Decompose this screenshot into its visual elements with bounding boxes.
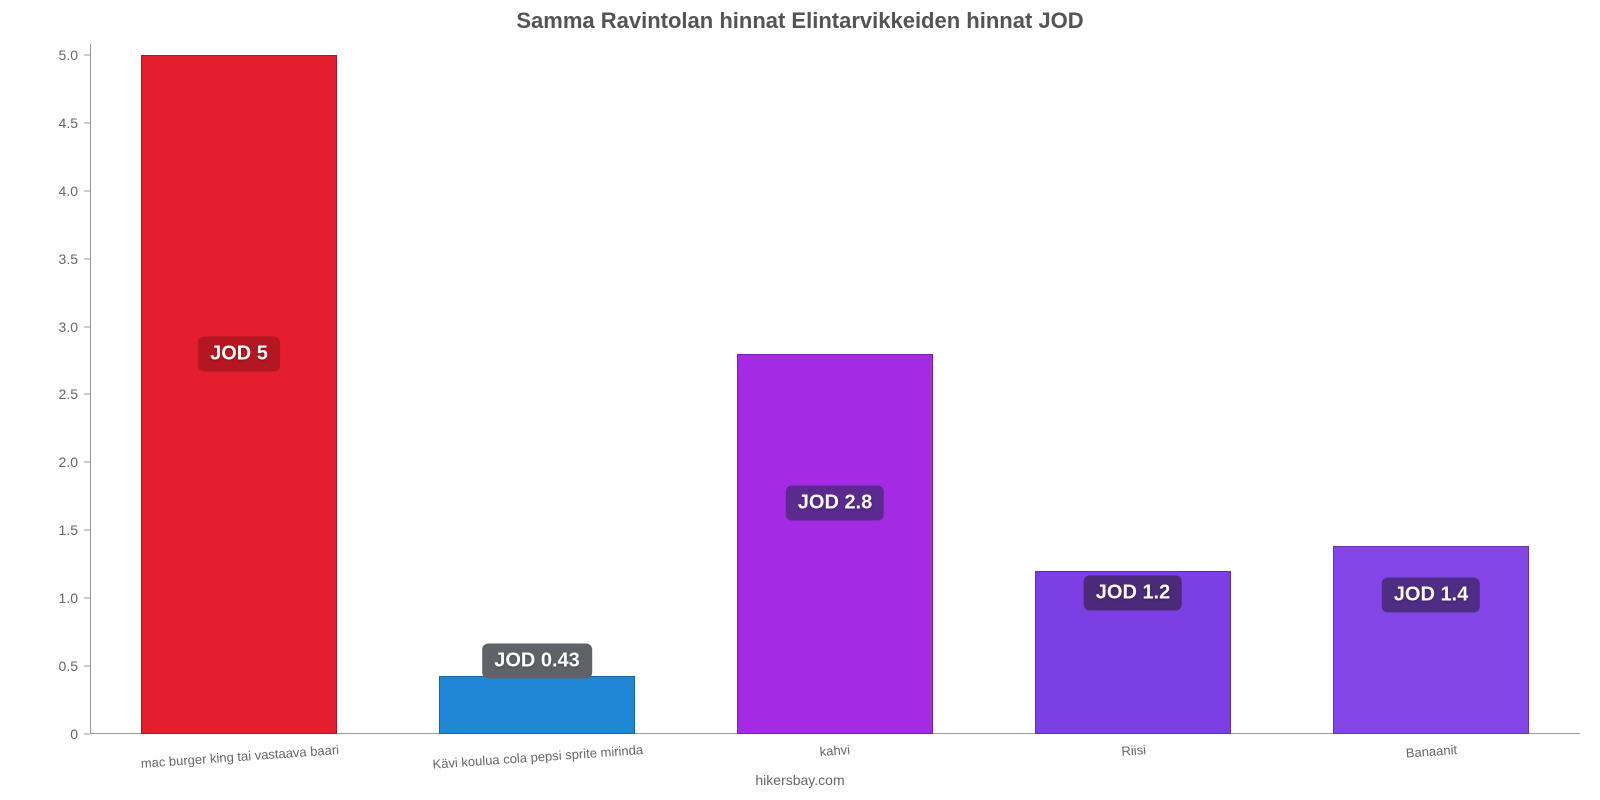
ytick-mark [84,54,90,55]
ytick-label: 1.0 [18,590,78,606]
ytick-mark [84,598,90,599]
ytick-mark [84,122,90,123]
bar [1333,546,1530,734]
ytick-mark [84,394,90,395]
bar [737,354,934,734]
ytick-mark [84,326,90,327]
plot-area: 00.51.01.52.02.53.03.54.04.55.0JOD 5mac … [90,44,1580,734]
ytick-mark [84,462,90,463]
xtick-label: kahvi [819,742,850,759]
ytick-label: 5.0 [18,47,78,63]
ytick-label: 4.0 [18,183,78,199]
ytick-label: 3.5 [18,251,78,267]
ytick-label: 1.5 [18,522,78,538]
chart-title: Samma Ravintolan hinnat Elintarvikkeiden… [0,8,1600,34]
bar-value-label: JOD 5 [198,336,280,371]
bar-value-label: JOD 0.43 [482,643,592,678]
bar [141,55,338,734]
ytick-mark [84,190,90,191]
ytick-label: 0.5 [18,658,78,674]
bar-value-label: JOD 2.8 [786,486,884,521]
ytick-label: 3.0 [18,319,78,335]
chart-footer: hikersbay.com [0,772,1600,788]
ytick-mark [84,666,90,667]
bar-value-label: JOD 1.4 [1382,578,1480,613]
ytick-label: 4.5 [18,115,78,131]
ytick-label: 0 [18,726,78,742]
y-axis [90,44,91,734]
price-bar-chart: Samma Ravintolan hinnat Elintarvikkeiden… [0,0,1600,800]
ytick-mark [84,734,90,735]
xtick-label: mac burger king tai vastaava baari [140,742,339,771]
ytick-mark [84,258,90,259]
bar-value-label: JOD 1.2 [1084,575,1182,610]
ytick-label: 2.5 [18,386,78,402]
bar [439,676,636,734]
xtick-label: Riisi [1120,742,1146,759]
xtick-label: Banaanit [1405,742,1457,761]
xtick-label: Kävi koulua cola pepsi sprite mirinda [431,742,643,772]
ytick-mark [84,530,90,531]
ytick-label: 2.0 [18,454,78,470]
